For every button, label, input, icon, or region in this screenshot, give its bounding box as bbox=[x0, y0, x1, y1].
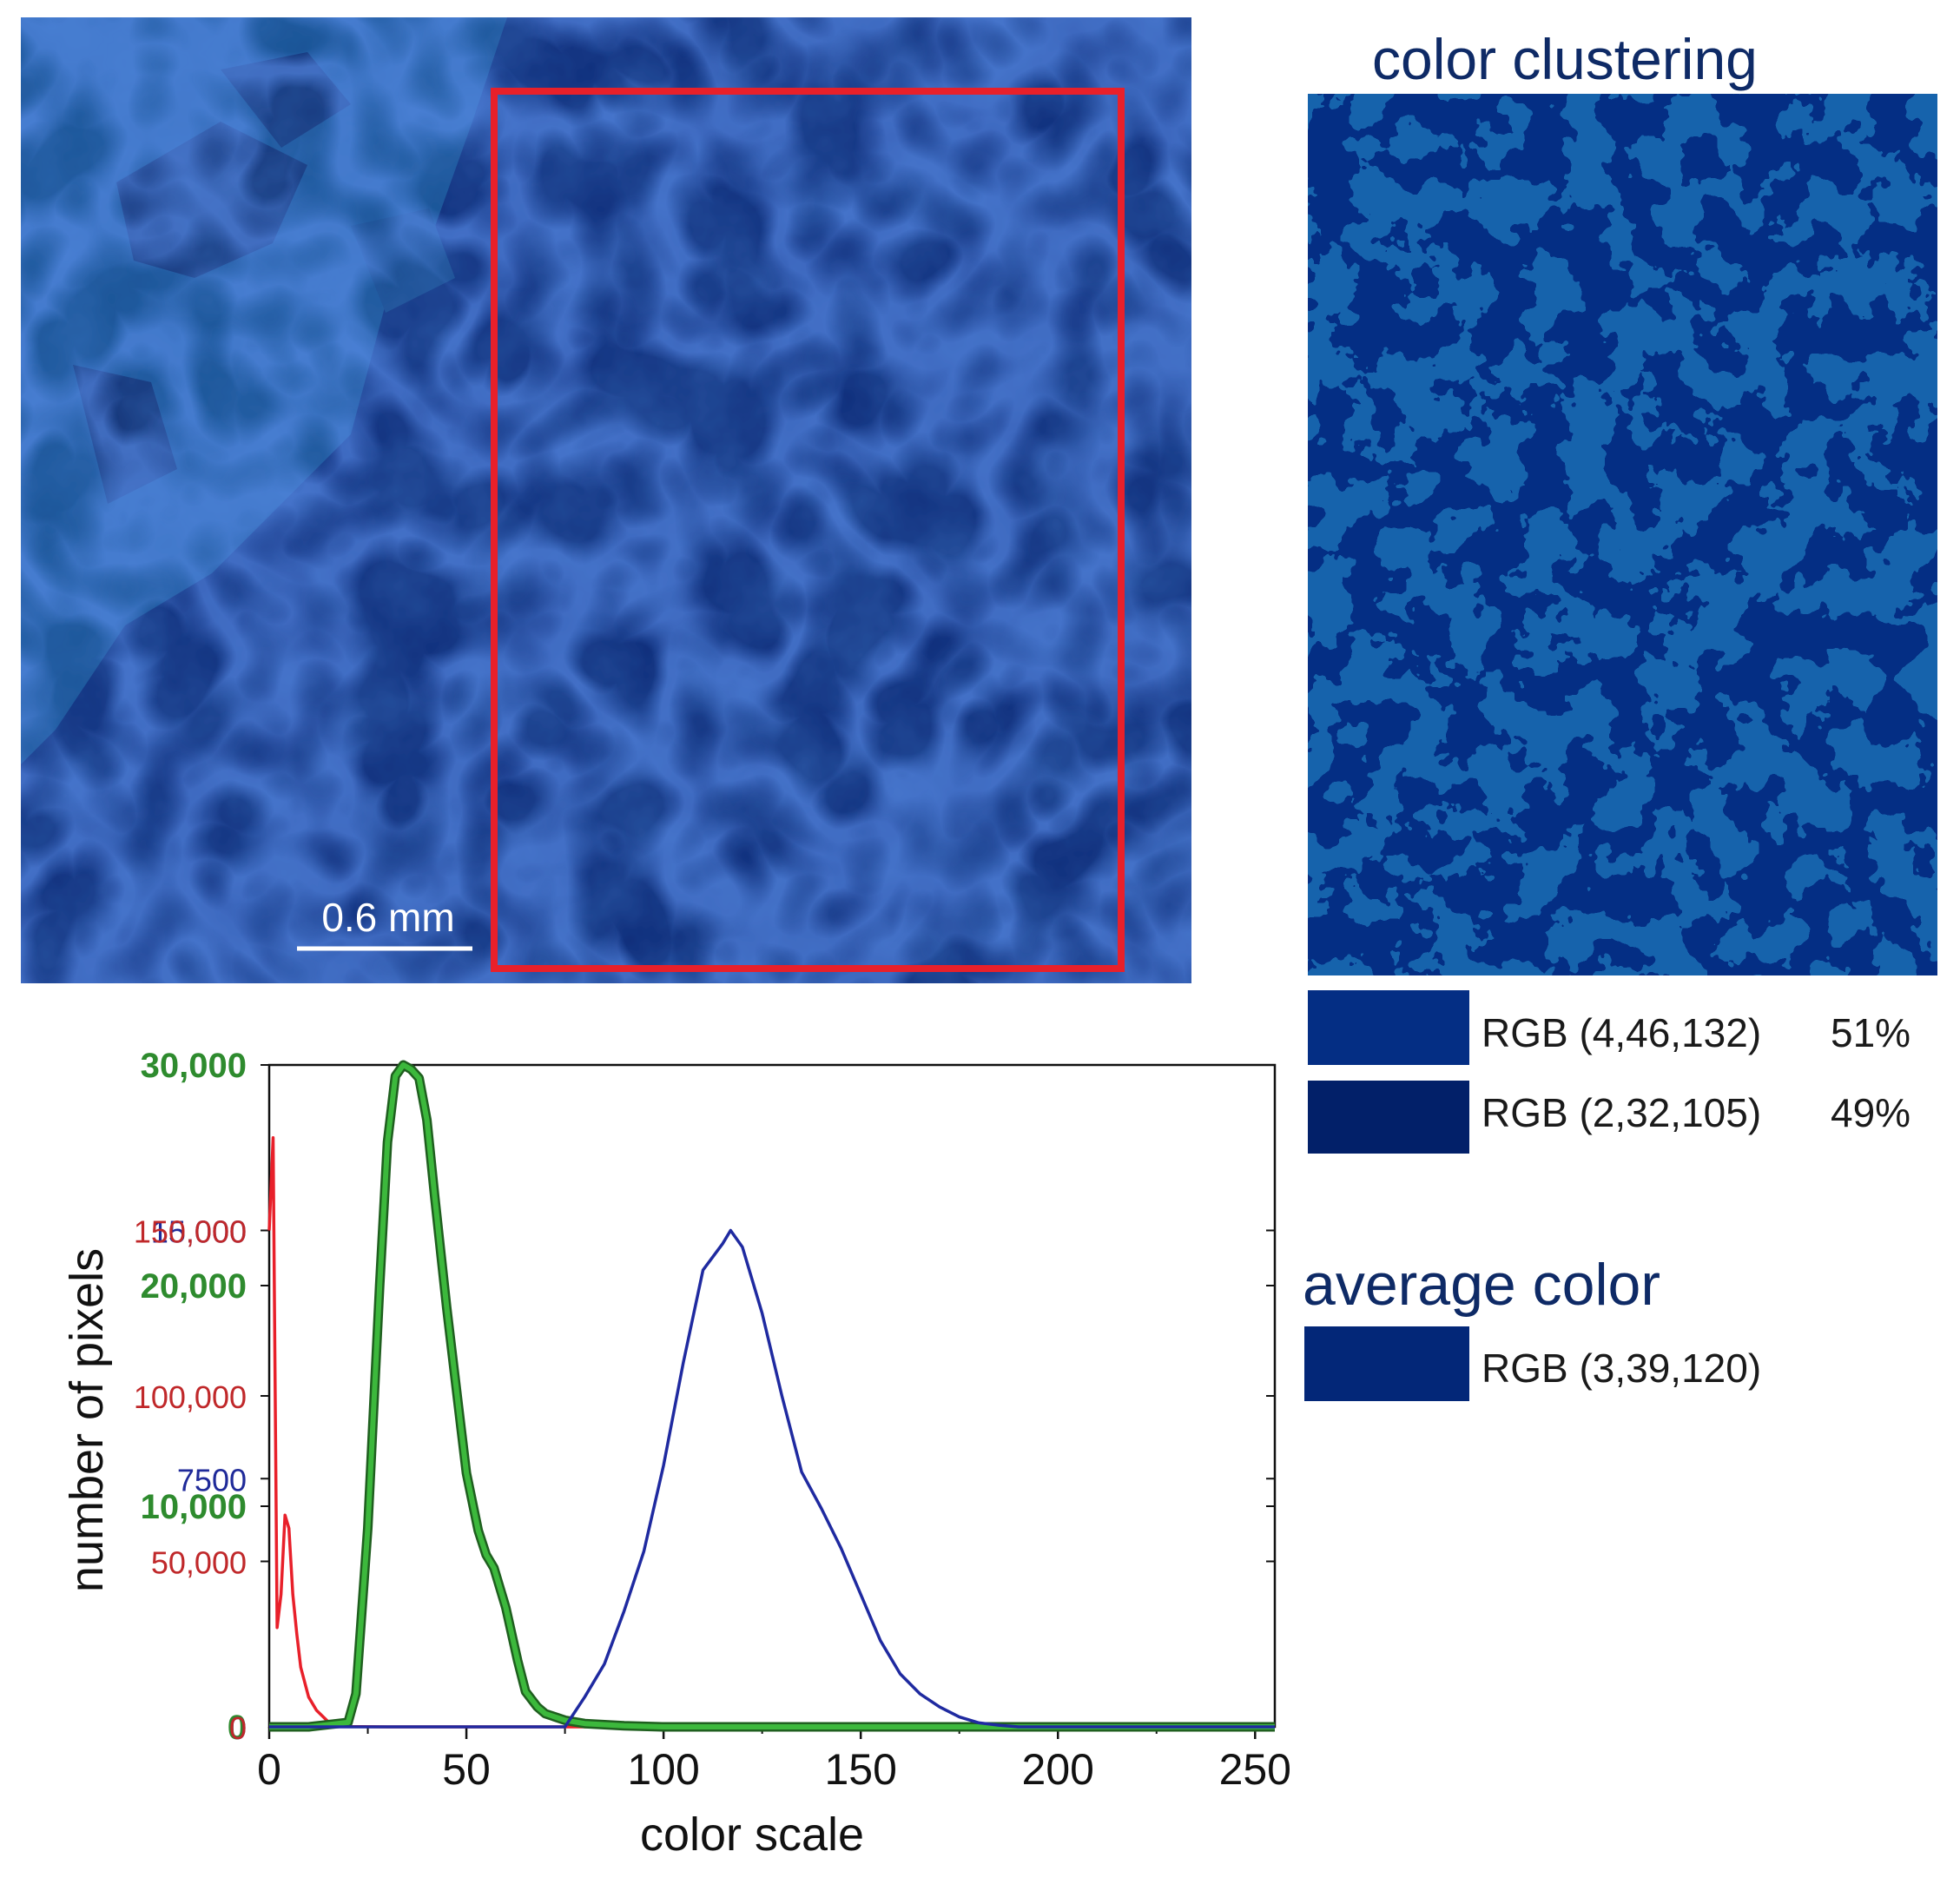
y-tick-label-red: 50,000 bbox=[151, 1545, 247, 1581]
cluster-percent-1: 51% bbox=[1831, 1010, 1911, 1055]
cluster-percent-2: 49% bbox=[1831, 1090, 1911, 1135]
color-clustering-map bbox=[1308, 94, 1937, 975]
x-tick-label: 200 bbox=[1022, 1745, 1094, 1794]
region-of-interest-box bbox=[491, 88, 1125, 972]
y-tick-label-red: 100,000 bbox=[134, 1379, 247, 1415]
x-tick-label: 250 bbox=[1219, 1745, 1291, 1794]
y-tick-label-green: 0 bbox=[228, 1709, 247, 1747]
cluster-swatch-1 bbox=[1308, 990, 1469, 1065]
y-tick-label-green: 20,000 bbox=[141, 1267, 247, 1306]
y-tick-label-red: 150,000 bbox=[134, 1214, 247, 1250]
scale-bar-label: 0.6 mm bbox=[321, 895, 454, 940]
color-clustering-title: color clustering bbox=[1372, 27, 1758, 91]
y-tick-label-green: 30,000 bbox=[141, 1047, 247, 1085]
plot-frame bbox=[267, 1063, 1277, 1729]
y-axis-label: number of pixels bbox=[61, 1248, 113, 1592]
rgb-histogram-chart: 0 50 100 150 200 250010,00020,00030,000075001… bbox=[61, 1047, 1291, 1861]
x-tick-label: 100 bbox=[627, 1745, 699, 1794]
cluster-swatch-2 bbox=[1308, 1081, 1469, 1154]
average-color-swatch bbox=[1304, 1326, 1469, 1401]
fluorescence-micrograph: 0.6 mm bbox=[21, 17, 1191, 983]
series-blue-line bbox=[269, 1228, 1275, 1729]
cluster-label-2: RGB (2,32,105) bbox=[1482, 1090, 1762, 1135]
x-tick-label: 150 bbox=[824, 1745, 896, 1794]
x-tick-label: 50 bbox=[442, 1745, 491, 1794]
y-tick-label-red: 0 bbox=[229, 1710, 247, 1746]
series-green-line bbox=[269, 1062, 1275, 1729]
x-tick-label: 0 bbox=[257, 1745, 281, 1794]
average-color-title: average color bbox=[1303, 1252, 1661, 1318]
series-green-outline bbox=[269, 1060, 1275, 1732]
y-tick-label-blue: 15,000 bbox=[151, 1214, 247, 1250]
y-tick-label-blue: 7500 bbox=[177, 1462, 247, 1498]
cluster-label-1: RGB (4,46,132) bbox=[1482, 1010, 1762, 1055]
average-color-label: RGB (3,39,120) bbox=[1482, 1346, 1762, 1391]
series-red-line bbox=[267, 1136, 1275, 1729]
x-axis-label: color scale bbox=[640, 1809, 864, 1861]
y-tick-label-green: 10,000 bbox=[141, 1488, 247, 1526]
y-tick-label-blue: 0 bbox=[229, 1710, 247, 1746]
